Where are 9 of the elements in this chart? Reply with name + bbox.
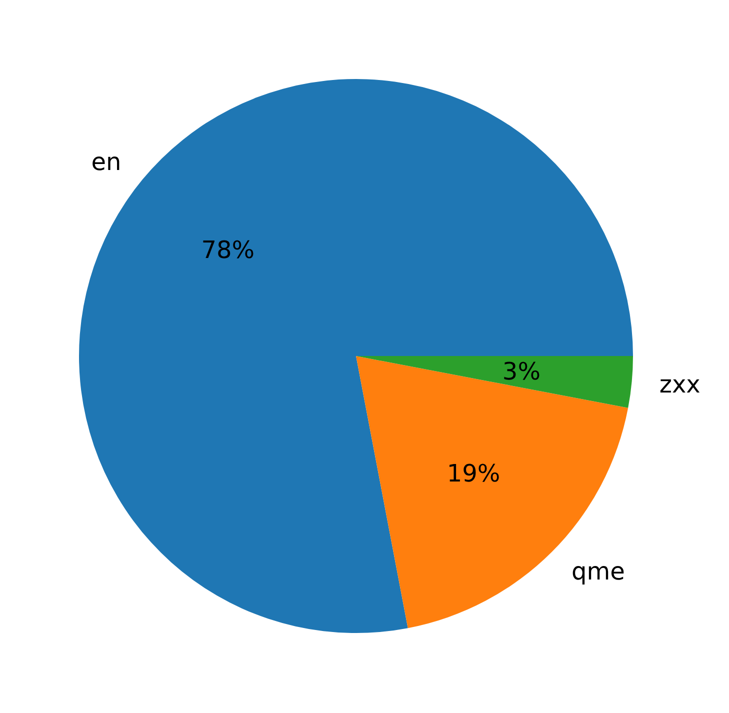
- slice-label: zxx: [659, 370, 700, 399]
- data-label: 19%: [446, 460, 500, 488]
- pie-slice: [356, 356, 633, 408]
- data-label: 78%: [201, 236, 255, 264]
- pie-slice: [79, 79, 633, 633]
- slice-label: en: [91, 148, 122, 176]
- data-label: 3%: [502, 358, 540, 386]
- slice-label: qme: [571, 557, 625, 586]
- pie-slice: [356, 356, 628, 628]
